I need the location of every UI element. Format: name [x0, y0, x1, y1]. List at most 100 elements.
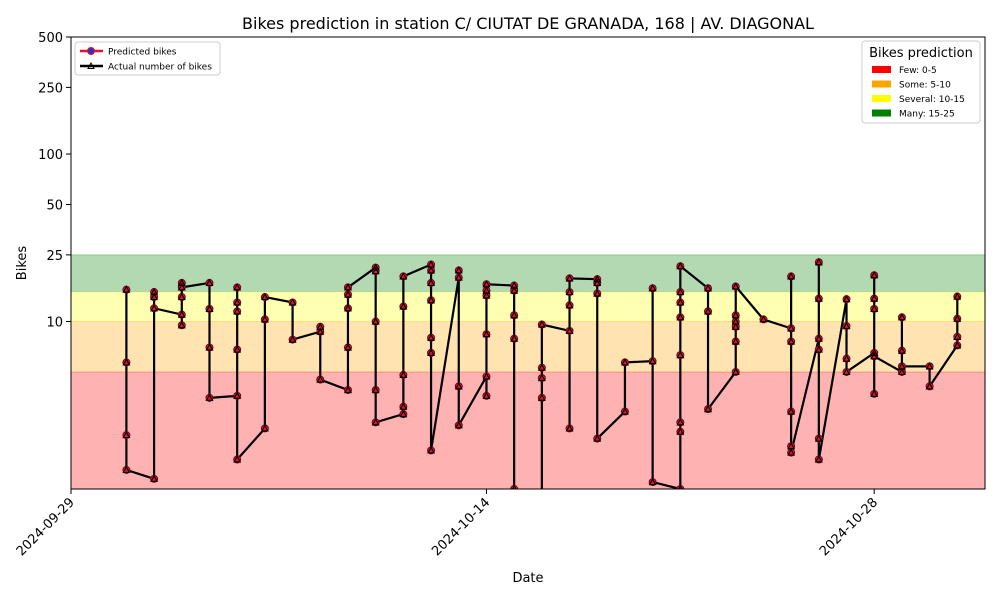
actual-point: [787, 272, 796, 280]
actual-point: [371, 385, 380, 394]
actual-point: [482, 391, 491, 399]
actual-point: [122, 285, 131, 293]
actual-point: [731, 367, 740, 376]
actual-point: [731, 311, 740, 319]
actual-point: [870, 389, 879, 397]
actual-point: [676, 418, 685, 426]
actual-point: [205, 343, 214, 351]
actual-point: [787, 337, 796, 345]
actual-point: [953, 314, 962, 322]
actual-point: [122, 465, 131, 474]
legend-label: Predicted bikes: [108, 48, 177, 58]
actual-point: [122, 358, 131, 366]
bands-legend-swatch: [872, 66, 891, 73]
actual-point: [676, 287, 685, 296]
actual-point: [371, 418, 380, 426]
actual-point: [953, 292, 962, 300]
band: [71, 254, 985, 293]
actual-point: [897, 367, 906, 376]
actual-point: [593, 434, 602, 442]
actual-point: [427, 295, 436, 304]
series-line: [125, 262, 959, 489]
actual-point: [704, 307, 713, 315]
actual-point: [925, 382, 934, 390]
actual-point: [537, 373, 546, 382]
actual-point: [510, 334, 519, 342]
actual-point: [482, 291, 491, 299]
actual-point: [731, 317, 740, 325]
actual-point: [537, 320, 546, 328]
actual-point: [427, 333, 436, 341]
bands-legend-label: Some: 5-10: [899, 81, 951, 91]
actual-point: [343, 304, 352, 312]
y-tick-label: 10: [46, 316, 63, 331]
actual-point: [814, 434, 823, 442]
actual-point: [177, 292, 186, 301]
actual-point: [842, 354, 851, 362]
actual-point: [260, 292, 269, 301]
actual-point: [482, 279, 491, 288]
y-tick-label: 100: [38, 148, 63, 163]
bands-legend-swatch: [872, 80, 891, 88]
actual-point: [454, 382, 463, 390]
actual-point: [454, 273, 463, 281]
actual-point: [343, 385, 352, 394]
actual-point: [731, 282, 740, 290]
legend-label: Actual number of bikes: [108, 63, 212, 73]
actual-point: [593, 289, 602, 297]
actual-point: [787, 324, 796, 332]
actual-point: [150, 474, 159, 482]
actual-point: [399, 302, 408, 310]
actual-point: [897, 362, 906, 370]
actual-point: [427, 446, 436, 454]
actual-point: [454, 266, 463, 274]
actual-point: [427, 266, 436, 274]
actual-point: [399, 272, 408, 280]
actual-point: [177, 310, 186, 318]
actual-point: [233, 345, 242, 353]
actual-point: [842, 367, 851, 376]
plot-area: [71, 254, 985, 500]
predicted-point: [538, 493, 545, 500]
actual-point: [648, 477, 657, 486]
y-tick-label: 500: [38, 31, 63, 46]
bands-legend-title: Bikes prediction: [869, 46, 973, 61]
plot-frame: [70, 36, 986, 490]
actual-point: [316, 327, 325, 335]
bands-legend-label: Many: 15-25: [899, 110, 955, 120]
actual-point: [510, 311, 519, 319]
actual-point: [537, 363, 546, 371]
bands-legend-label: Several: 10-15: [899, 95, 965, 105]
actual-point: [565, 326, 574, 334]
actual-point: [233, 455, 242, 463]
y-tick-label: 250: [38, 81, 63, 96]
actual-point: [399, 402, 408, 410]
actual-point: [260, 315, 269, 323]
actual-point: [371, 266, 380, 275]
actual-point: [233, 298, 242, 306]
actual-point: [205, 278, 214, 287]
actual-point: [870, 304, 879, 312]
actual-point: [648, 356, 657, 365]
actual-point: [427, 278, 436, 287]
actual-point: [454, 421, 463, 429]
actual-point: [316, 375, 325, 383]
actual-point: [343, 283, 352, 291]
x-tick-label: 2024-10-14: [429, 495, 493, 559]
actual-point: [371, 317, 380, 325]
legend-marker: [87, 47, 95, 55]
actual-point: [787, 407, 796, 415]
actual-point: [676, 313, 685, 321]
actual-point: [897, 313, 906, 321]
actual-point: [676, 427, 685, 435]
actual-point: [482, 286, 491, 294]
actual-point: [620, 358, 629, 366]
actual-point: [233, 283, 242, 291]
x-axis-label: Date: [512, 571, 543, 586]
actual-point: [482, 329, 491, 338]
actual-point: [842, 321, 851, 330]
actual-point: [704, 404, 713, 413]
actual-point: [870, 352, 879, 360]
actual-point: [897, 346, 906, 354]
bands-legend-swatch: [872, 109, 891, 117]
